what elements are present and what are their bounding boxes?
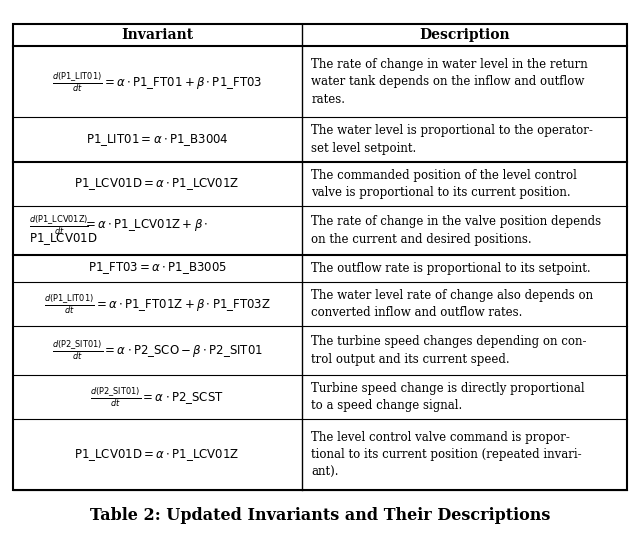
Text: The water level rate of change also depends on
converted inflow and outflow rate: The water level rate of change also depe… [311,289,593,319]
Text: $\mathrm{P1\_LIT01} = \alpha \cdot \mathrm{P1\_B3004}$: $\mathrm{P1\_LIT01} = \alpha \cdot \math… [86,132,228,147]
Text: $\frac{d(\mathrm{P1\_LIT01})}{dt} = \alpha \cdot \mathrm{P1\_FT01} + \beta \cdot: $\frac{d(\mathrm{P1\_LIT01})}{dt} = \alp… [52,70,262,94]
Text: Turbine speed change is directly proportional
to a speed change signal.: Turbine speed change is directly proport… [311,382,585,412]
Text: $\mathrm{P1\_LCV01D} = \alpha \cdot \mathrm{P1\_LCV01Z}$: $\mathrm{P1\_LCV01D} = \alpha \cdot \mat… [74,447,240,463]
Text: The outflow rate is proportional to its setpoint.: The outflow rate is proportional to its … [311,262,591,275]
Text: $\frac{d(\mathrm{P1\_LIT01})}{dt} = \alpha \cdot \mathrm{P1\_FT01Z} + \beta \cdo: $\frac{d(\mathrm{P1\_LIT01})}{dt} = \alp… [44,292,271,316]
Text: The commanded position of the level control
valve is proportional to its current: The commanded position of the level cont… [311,169,577,199]
Text: $\frac{d(\mathrm{P2\_SIT01})}{dt} = \alpha \cdot \mathrm{P2\_SCST}$: $\frac{d(\mathrm{P2\_SIT01})}{dt} = \alp… [90,385,224,409]
Text: $\mathrm{P1\_LCV01D}$: $\mathrm{P1\_LCV01D}$ [29,232,97,248]
Text: The level control valve command is propor-
tional to its current position (repea: The level control valve command is propo… [311,431,582,479]
Text: The turbine speed changes depending on con-
trol output and its current speed.: The turbine speed changes depending on c… [311,336,587,366]
Text: Table 2: Updated Invariants and Their Descriptions: Table 2: Updated Invariants and Their De… [90,507,550,524]
Text: $\frac{d(\mathrm{P1\_LCV01Z})}{dt}$: $\frac{d(\mathrm{P1\_LCV01Z})}{dt}$ [29,213,89,237]
Text: The rate of change in the valve position depends
on the current and desired posi: The rate of change in the valve position… [311,215,602,246]
Text: $\mathrm{P1\_LCV01D} = \alpha \cdot \mathrm{P1\_LCV01Z}$: $\mathrm{P1\_LCV01D} = \alpha \cdot \mat… [74,176,240,192]
Text: Invariant: Invariant [121,28,193,42]
Bar [13,24,627,490]
Text: The rate of change in water level in the return
water tank depends on the inflow: The rate of change in water level in the… [311,58,588,106]
Text: $= \alpha \cdot \mathrm{P1\_LCV01Z} + \beta \cdot$: $= \alpha \cdot \mathrm{P1\_LCV01Z} + \b… [83,217,209,233]
Text: $\frac{d(\mathrm{P2\_SIT01})}{dt} = \alpha \cdot \mathrm{P2\_SCO} - \beta \cdot : $\frac{d(\mathrm{P2\_SIT01})}{dt} = \alp… [52,339,262,362]
Text: Description: Description [419,28,509,42]
Text: The water level is proportional to the operator-
set level setpoint.: The water level is proportional to the o… [311,124,593,155]
Text: $\mathrm{P1\_FT03} = \alpha \cdot \mathrm{P1\_B3005}$: $\mathrm{P1\_FT03} = \alpha \cdot \mathr… [88,260,227,277]
